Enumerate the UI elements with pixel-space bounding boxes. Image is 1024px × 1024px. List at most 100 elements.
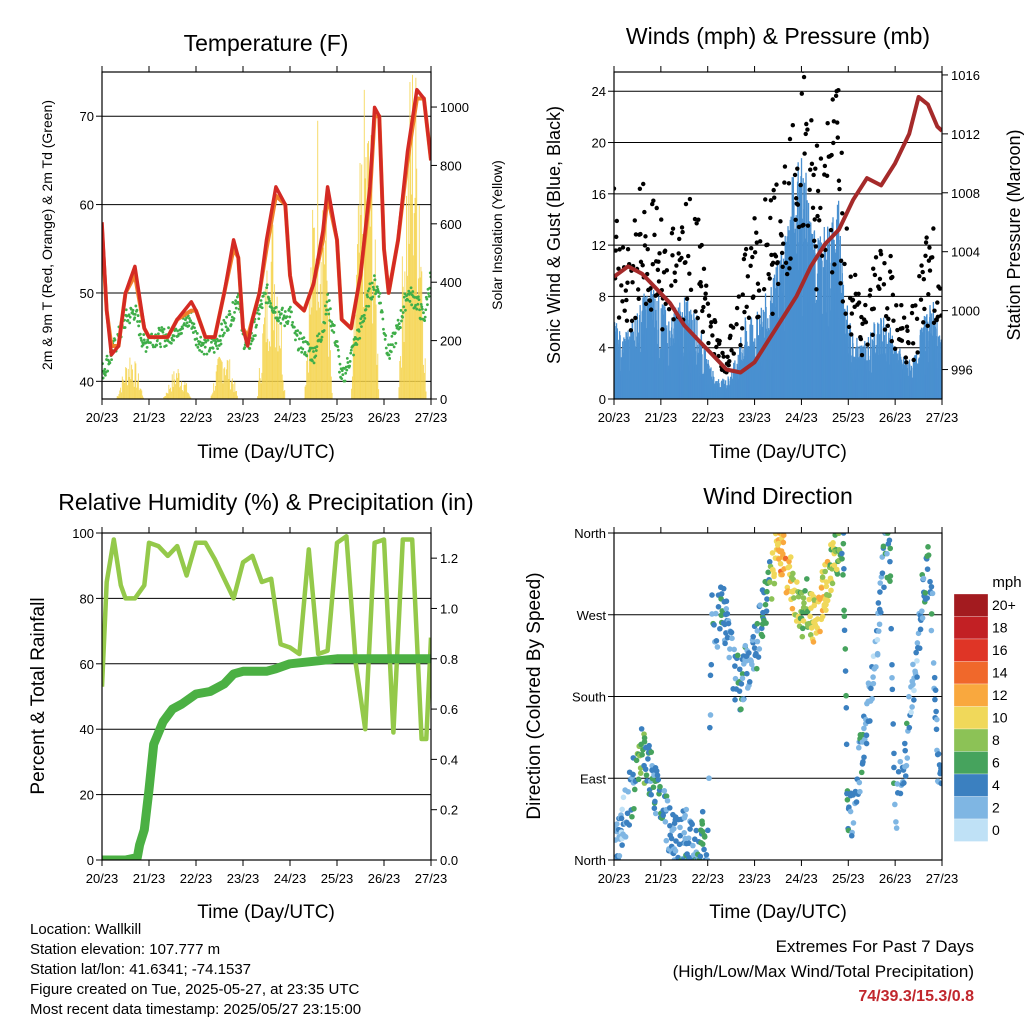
gust-point <box>738 342 743 348</box>
gust-point <box>740 292 745 297</box>
dewpoint-point <box>344 371 348 375</box>
gust-point <box>756 314 761 319</box>
y-tick-label: 60 <box>80 657 94 672</box>
y-tick-label: 80 <box>80 591 94 606</box>
direction-point <box>639 751 645 758</box>
y-tick-label: 0 <box>87 853 94 868</box>
direction-point <box>802 588 808 594</box>
direction-point <box>858 769 865 776</box>
gust-point <box>831 119 837 124</box>
gust-series <box>614 62 942 375</box>
gust-point <box>744 304 749 309</box>
direction-point <box>909 704 915 710</box>
dewpoint-point <box>404 308 407 312</box>
direction-point <box>673 838 679 844</box>
dewpoint-point <box>302 336 306 340</box>
dewpoint-point <box>142 338 146 342</box>
dewpoint-point <box>169 341 173 345</box>
direction-point <box>925 552 932 558</box>
direction-point <box>932 696 938 703</box>
humidity-panel: Relative Humidity (%) & Precipitation (i… <box>28 489 474 923</box>
dewpoint-point <box>420 307 424 311</box>
gust-point <box>635 287 641 292</box>
dewpoint-point <box>181 327 185 330</box>
speed-legend: mph 20+ 18 16 14 12 10 8 6 4 2 0 <box>953 574 1022 842</box>
legend-label: 2 <box>992 800 1000 816</box>
dewpoint-point <box>290 310 293 314</box>
legend-swatch <box>953 706 989 730</box>
dewpoint-point <box>307 342 310 346</box>
x-tick-label: 23/23 <box>227 871 260 886</box>
direction-point <box>934 716 940 723</box>
direction-point <box>893 819 899 825</box>
direction-point <box>925 544 931 550</box>
gust-point <box>790 122 796 128</box>
direction-point <box>671 820 678 827</box>
gust-point <box>630 280 635 285</box>
dewpoint-point <box>249 342 253 346</box>
gust-point <box>799 62 803 66</box>
temperature-ylabel-right: Solar Insolation (Yellow) <box>489 160 505 310</box>
dewpoint-point <box>212 350 216 354</box>
dewpoint-point <box>136 320 139 323</box>
dewpoint-point <box>257 312 261 316</box>
gust-point <box>809 118 814 123</box>
direction-point <box>848 832 855 839</box>
direction-point <box>933 726 940 733</box>
gust-point <box>696 217 701 222</box>
dewpoint-point <box>409 286 413 290</box>
dewpoint-point <box>380 310 384 314</box>
y2-tick-label: 600 <box>440 217 462 232</box>
dewpoint-point <box>348 360 352 363</box>
direction-point <box>734 652 741 659</box>
gust-point <box>858 336 864 342</box>
y-tick-label: 4 <box>599 341 606 356</box>
direction-point <box>729 635 735 642</box>
gust-point <box>656 279 662 284</box>
dewpoint-point <box>140 338 143 342</box>
direction-point <box>713 637 720 644</box>
direction-point <box>928 611 935 617</box>
winds-ylabel-right: Station Pressure (Maroon) <box>1004 129 1024 340</box>
gust-point <box>872 272 878 278</box>
gust-point <box>763 197 768 202</box>
dewpoint-point <box>317 332 321 336</box>
direction-point <box>704 857 711 860</box>
gust-point <box>935 314 941 319</box>
dewpoint-point <box>314 354 318 358</box>
direction-point <box>764 588 770 595</box>
dewpoint-point <box>196 345 200 349</box>
direction-point <box>624 810 631 817</box>
x-tick-label: 24/23 <box>785 410 818 425</box>
y2-tick-label: 1000 <box>440 100 469 115</box>
dewpoint-point <box>146 338 150 342</box>
gust-point <box>808 167 813 172</box>
dewpoint-point <box>402 305 406 309</box>
gust-point <box>887 269 893 274</box>
dewpoint-point <box>408 299 412 303</box>
direction-point <box>614 821 620 827</box>
dewpoint-point <box>188 316 191 320</box>
gust-point <box>721 354 726 359</box>
direction-point <box>902 773 909 779</box>
direction-point <box>725 620 732 627</box>
gust-point <box>687 271 692 276</box>
dewpoint-point <box>198 340 202 344</box>
direction-point <box>686 840 692 847</box>
legend-label: 8 <box>992 732 1000 748</box>
dewpoint-point <box>403 292 407 296</box>
dewpoint-point <box>261 294 265 298</box>
gust-point <box>917 274 922 279</box>
gust-point <box>720 350 725 356</box>
direction-point <box>870 674 876 680</box>
dewpoint-point <box>133 316 137 320</box>
gust-point <box>831 140 836 146</box>
gust-point <box>757 239 763 244</box>
direction-point <box>633 757 640 764</box>
gust-point <box>736 294 742 299</box>
gust-point <box>706 313 712 318</box>
dewpoint-point <box>424 308 428 312</box>
dewpoint-point <box>340 369 344 373</box>
direction-point <box>747 657 754 663</box>
